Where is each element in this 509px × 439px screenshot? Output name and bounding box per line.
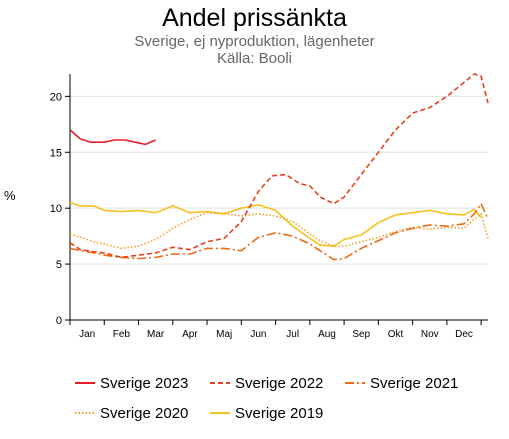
x-tick-label: Jul [286, 329, 299, 340]
x-tick-label: Aug [318, 329, 336, 340]
series-line-sverige-2022 [69, 73, 489, 259]
x-tick-label: Feb [113, 329, 131, 340]
series-line-sverige-2019 [69, 201, 482, 247]
x-tick-label: Nov [421, 329, 439, 340]
y-tick-label: 5 [56, 259, 62, 271]
x-tick-label: Okt [388, 329, 404, 340]
y-tick-label: 0 [56, 315, 62, 327]
legend-label: Sverige 2020 [100, 405, 188, 422]
legend-label: Sverige 2023 [100, 375, 188, 392]
x-tick-label: Sep [352, 329, 370, 340]
x-tick-label: Dec [455, 329, 473, 340]
chart-source: Källa: Booli [216, 50, 293, 67]
x-tick-label: Mar [147, 329, 165, 340]
legend-label: Sverige 2022 [235, 375, 323, 392]
legend-label: Sverige 2021 [370, 375, 458, 392]
y-axis-ticks: 0 5 10 15 20 [50, 91, 70, 327]
series-lines [69, 73, 489, 261]
series-line-sverige-2023 [69, 129, 157, 146]
x-tick-label: Jun [250, 329, 266, 340]
gridlines [70, 95, 488, 265]
series-line-sverige-2020 [69, 211, 489, 250]
series-line-sverige-2021 [69, 202, 489, 261]
x-axis-ticks: Jan Feb Mar Apr Maj Jun Jul Aug Sep Okt Nov Dec [69, 320, 482, 340]
y-tick-label: 10 [50, 203, 62, 215]
chart-subtitle: Sverige, ej nyproduktion, lägenheter [134, 33, 375, 50]
x-tick-label: Jan [79, 329, 95, 340]
y-tick-label: 20 [50, 91, 62, 103]
legend: Sverige 2023 Sverige 2022 Sverige 2021 Sver… [75, 375, 458, 422]
axes [69, 74, 488, 321]
chart-title: Andel prissänkta [162, 4, 347, 32]
y-tick-label: 15 [50, 147, 62, 159]
y-axis-label: % [4, 188, 16, 203]
x-tick-label: Maj [216, 329, 232, 340]
legend-label: Sverige 2019 [235, 405, 323, 422]
x-tick-label: Apr [182, 329, 198, 340]
